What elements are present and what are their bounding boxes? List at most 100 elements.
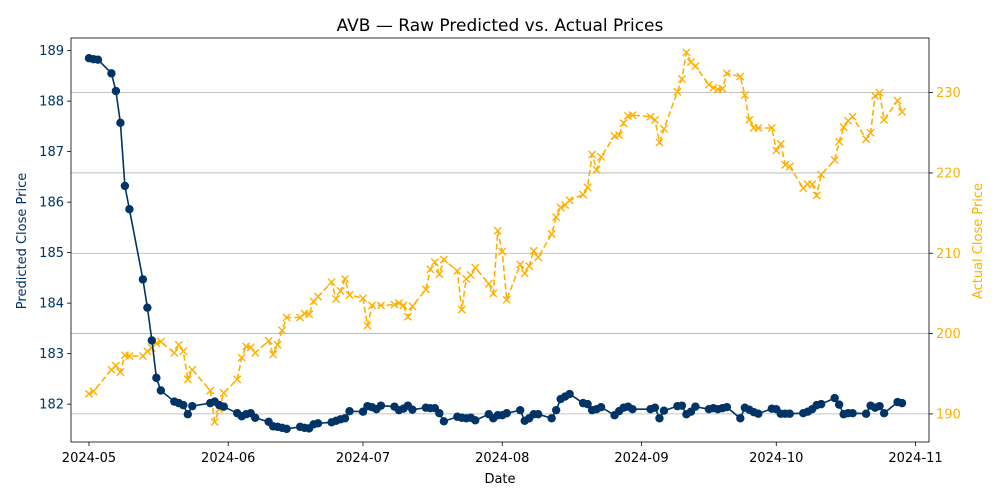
actual-price-point [457, 305, 466, 314]
predicted-price-point [93, 55, 103, 64]
actual-price-point [376, 301, 386, 310]
predicted-price-point [533, 410, 543, 419]
actual-price-point [206, 386, 215, 395]
actual-price-point [125, 351, 134, 361]
actual-price-point [722, 69, 731, 78]
actual-price-point [183, 375, 192, 384]
actual-price-point [246, 343, 255, 352]
predicted-price-point [551, 405, 561, 415]
actual-price-point [430, 257, 439, 267]
predicted-price-point [358, 407, 368, 416]
actual-price-point [264, 336, 273, 345]
actual-price-point [233, 375, 242, 384]
predicted-price-point [848, 409, 857, 418]
predicted-price-point [816, 399, 826, 409]
predicted-price-point [596, 402, 606, 412]
actual-price-point [471, 263, 480, 272]
predicted-price-point [107, 69, 116, 78]
x-tick-label: 2024-08 [475, 451, 529, 466]
predicted-price-point [502, 409, 511, 418]
actual-price-point [237, 353, 246, 362]
actual-price-point [435, 270, 444, 279]
predicted-price-point [250, 413, 260, 422]
y-left-tick-label: 185 [39, 246, 64, 261]
actual-price-point [547, 229, 556, 239]
y-axis-label-left: Predicted Close Price [15, 173, 30, 309]
predicted-price-point [650, 403, 660, 412]
predicted-price-point [345, 406, 354, 416]
actual-price-point [399, 301, 408, 310]
predicted-price-point [875, 401, 884, 411]
predicted-price-point [879, 409, 889, 418]
actual-price-point [875, 88, 884, 97]
actual-price-point [709, 83, 718, 92]
actual-price-point [520, 269, 529, 278]
actual-price-point [879, 115, 889, 125]
actual-price-point [785, 162, 794, 171]
actual-price-point [808, 180, 817, 189]
y-right-tick-label: 200 [936, 327, 961, 342]
x-tick-label: 2024-06 [201, 451, 255, 466]
actual-price-point [336, 286, 345, 296]
actual-price-point [704, 80, 713, 89]
actual-price-point [718, 84, 727, 93]
actual-price-point [313, 292, 323, 301]
actual-price-point [583, 183, 592, 192]
actual-price-point [754, 123, 763, 133]
predicted-price-point [152, 373, 161, 383]
actual-price-point [116, 368, 125, 377]
predicted-price-point [655, 414, 664, 423]
actual-price-point [269, 350, 278, 359]
actual-price-point [848, 112, 857, 121]
actual-price-point [587, 150, 597, 159]
y-axis-right: 190 200 210 220 230 [929, 86, 961, 422]
actual-price-point [673, 87, 682, 96]
actual-price-point [403, 312, 413, 321]
predicted-price-point [628, 404, 637, 414]
y-axis-left: 182 183 184 185 186 187 188 189 [39, 44, 71, 413]
actual-price-point [592, 165, 601, 174]
predicted-price-point [147, 336, 157, 345]
actual-price-point [273, 340, 282, 349]
actual-price-point [251, 348, 260, 357]
actual-price-point [421, 285, 430, 294]
actual-price-point [174, 340, 183, 349]
predicted-price-point [435, 409, 444, 418]
predicted-price-point [313, 419, 323, 428]
actual-price-point [767, 123, 776, 133]
actual-price-point [367, 301, 377, 310]
actual-price-point [426, 265, 435, 274]
predicted-price-point [282, 424, 291, 434]
predicted-price-point [183, 410, 192, 419]
actual-price-point [862, 135, 871, 144]
x-axis-label: Date [484, 472, 515, 487]
actual-price-point [278, 326, 287, 335]
predicted-price-point [156, 386, 166, 395]
actual-price-point [745, 115, 754, 125]
x-axis: 2024-05 2024-06 2024-07 2024-08 2024-09 2024-… [62, 442, 943, 466]
predicted-price-point [376, 401, 386, 410]
predicted-price-point [471, 416, 480, 425]
predicted-price-point [677, 401, 687, 410]
actual-price-point [304, 310, 314, 319]
actual-price-point [210, 417, 219, 427]
actual-price-point [835, 137, 844, 146]
actual-price-point [484, 279, 493, 288]
predicted-price-point [785, 409, 794, 418]
actual-price-point [565, 196, 574, 205]
series-predicted-close-price [84, 54, 907, 434]
y-left-tick-label: 187 [39, 145, 64, 160]
actual-price-point [677, 74, 687, 84]
actual-price-point [408, 302, 417, 311]
predicted-price-point [116, 118, 125, 128]
actual-price-point [776, 139, 785, 149]
actual-price-point [345, 290, 354, 300]
actual-price-point [628, 111, 637, 120]
actual-price-point [498, 247, 507, 256]
actual-price-point [502, 295, 511, 304]
predicted-price-point [861, 409, 871, 418]
actual-price-point [691, 62, 700, 71]
chart-title: AVB — Raw Predicted vs. Actual Prices [337, 16, 664, 36]
actual-price-point [556, 203, 565, 212]
